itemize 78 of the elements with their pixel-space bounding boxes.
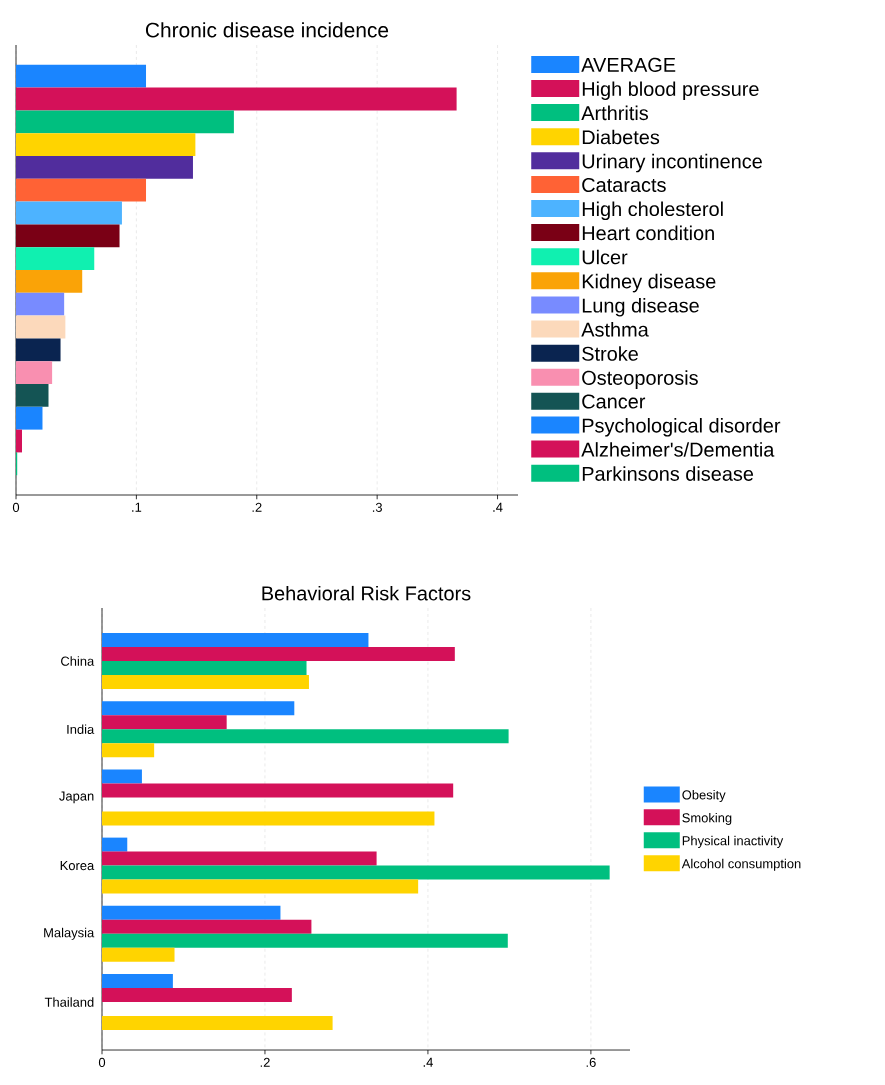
bar (102, 647, 455, 662)
y-tick-label: Malaysia (44, 927, 95, 940)
bar (102, 933, 508, 948)
bar (102, 851, 377, 866)
legend-label: Parkinsons disease (582, 466, 754, 481)
bar (102, 905, 281, 920)
x-tick-label: 0 (98, 1057, 106, 1067)
legend-label: Kidney disease (582, 273, 716, 293)
legend-label: Alzheimer's/Dementia (581, 442, 775, 457)
bar (16, 315, 66, 339)
legend-label: Lung disease (582, 297, 699, 317)
legend-label: Cancer (582, 394, 646, 409)
bar (102, 974, 173, 989)
legend-label: Stroke (582, 346, 638, 361)
bar (102, 633, 369, 648)
legend-label: Urinary incontinence (582, 153, 762, 173)
x-tick-label: .3 (372, 502, 382, 512)
bar (16, 247, 95, 271)
legend-label: Physical inactivity (682, 835, 784, 848)
legend-label: Psychological disorder (582, 418, 781, 437)
bar (16, 156, 193, 179)
bar (102, 675, 309, 690)
x-tick-label: .2 (260, 1057, 270, 1067)
y-tick-label: China (61, 656, 95, 666)
bar (16, 87, 457, 111)
x-tick-label: .6 (586, 1057, 596, 1067)
chart-title: Chronic disease incidence (145, 22, 389, 38)
legend-label: Obesity (682, 789, 726, 803)
bar (102, 865, 610, 880)
bar (102, 783, 454, 798)
legend-label: Osteoporosis (582, 370, 698, 389)
legend-label: High cholesterol (582, 201, 723, 221)
bar (16, 361, 53, 385)
bar (16, 384, 49, 407)
legend-label: Heart condition (582, 225, 714, 241)
bar (102, 879, 419, 894)
legend-label: Smoking (682, 812, 732, 825)
legend-label: Diabetes (582, 129, 660, 145)
y-tick-label: Japan (59, 791, 94, 804)
x-tick-label: .4 (493, 502, 503, 512)
x-tick-label: .2 (252, 502, 262, 512)
legend-label: Asthma (581, 322, 649, 337)
chart-title: Behavioral Risk Factors (262, 585, 471, 601)
bar (16, 224, 120, 248)
y-tick-label: India (67, 724, 95, 734)
x-tick-label: .4 (423, 1057, 433, 1067)
bar (16, 338, 61, 362)
bar (16, 64, 147, 88)
bar (102, 988, 292, 1003)
bar (16, 292, 65, 316)
bar (102, 743, 155, 758)
bar (102, 837, 128, 852)
bar (102, 1016, 333, 1031)
legend-label: Cataracts (582, 177, 666, 192)
legend-label: Arthritis (581, 105, 649, 121)
bar (16, 133, 196, 156)
legend-label: Ulcer (582, 249, 628, 265)
legend-label: High blood pressure (582, 81, 759, 100)
legend-label: Alcohol consumption (681, 858, 801, 871)
bar (102, 701, 295, 716)
bar (16, 201, 122, 225)
y-tick-label: Korea (60, 861, 95, 871)
bar (102, 661, 307, 676)
bar (102, 769, 142, 784)
bar (16, 406, 43, 430)
bar (16, 270, 83, 293)
legend-label: AVERAGE (581, 57, 676, 72)
bar (102, 947, 175, 962)
bar (102, 729, 509, 744)
bar (16, 110, 234, 134)
bar (102, 715, 227, 730)
x-tick-label: 0 (12, 502, 20, 512)
y-tick-label: Thailand (44, 997, 94, 1007)
bar (16, 429, 23, 453)
bar (16, 178, 147, 202)
bar (102, 811, 435, 826)
bar (102, 919, 312, 934)
x-tick-label: .1 (132, 502, 142, 512)
